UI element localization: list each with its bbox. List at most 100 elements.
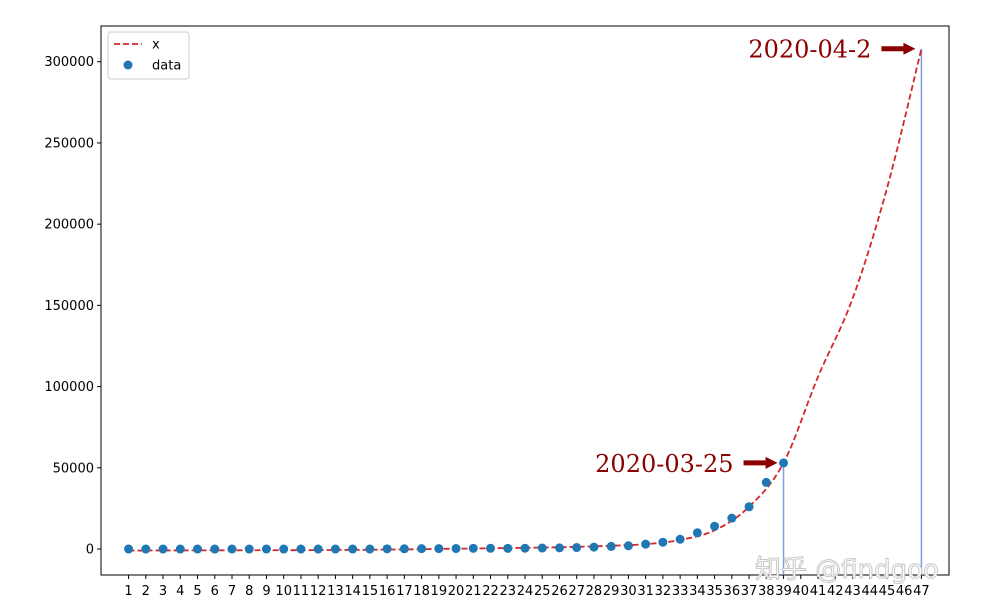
data-point xyxy=(486,543,496,553)
data-point xyxy=(520,543,530,553)
data-point xyxy=(554,543,564,553)
data-point xyxy=(365,544,375,554)
data-point xyxy=(175,544,185,554)
y-tick-label: 50000 xyxy=(53,461,94,476)
x-tick-label: 26 xyxy=(551,584,568,599)
x-tick-label: 45 xyxy=(879,584,896,599)
x-tick-label: 41 xyxy=(810,584,827,599)
data-point xyxy=(572,543,582,553)
data-point xyxy=(606,541,616,551)
x-tick-label: 14 xyxy=(344,584,361,599)
annotation-label: 2020-03-25 xyxy=(595,450,733,478)
data-point xyxy=(227,544,237,554)
data-point xyxy=(296,544,306,554)
data-point xyxy=(692,528,702,538)
x-tick-label: 4 xyxy=(176,584,184,599)
data-point xyxy=(710,521,720,531)
axes-frame xyxy=(100,25,950,576)
y-tick-label: 100000 xyxy=(44,380,94,395)
x-tick-label: 47 xyxy=(913,584,930,599)
data-point xyxy=(382,544,392,554)
data-point xyxy=(761,477,771,487)
x-tick-label: 38 xyxy=(758,584,775,599)
x-tick-label: 1 xyxy=(124,584,132,599)
legend-swatch-dot xyxy=(123,60,133,70)
data-point xyxy=(124,544,134,554)
data-point xyxy=(210,544,220,554)
data-point xyxy=(658,537,668,547)
x-tick-label: 32 xyxy=(655,584,672,599)
data-point xyxy=(623,541,633,551)
x-tick-label: 17 xyxy=(396,584,413,599)
x-tick-label: 2 xyxy=(142,584,150,599)
annotation-arrow-head xyxy=(765,456,778,469)
x-tick-label: 43 xyxy=(844,584,861,599)
data-point xyxy=(348,544,358,554)
data-point xyxy=(330,544,340,554)
y-tick-label: 300000 xyxy=(44,55,94,70)
annotation-label: 2020-04-2 xyxy=(748,36,871,64)
x-tick-label: 39 xyxy=(775,584,792,599)
x-tick-label: 36 xyxy=(724,584,741,599)
data-point xyxy=(675,534,685,544)
data-point xyxy=(503,543,513,553)
x-tick-label: 5 xyxy=(193,584,201,599)
x-tick-label: 11 xyxy=(293,584,310,599)
data-point xyxy=(261,544,271,554)
x-tick-label: 6 xyxy=(211,584,219,599)
x-tick-label: 16 xyxy=(379,584,396,599)
x-tick-label: 24 xyxy=(517,584,534,599)
x-tick-label: 27 xyxy=(568,584,585,599)
x-tick-label: 15 xyxy=(362,584,379,599)
data-point xyxy=(434,544,444,554)
x-tick-label: 25 xyxy=(534,584,551,599)
x-tick-label: 21 xyxy=(465,584,482,599)
data-point xyxy=(779,458,789,468)
y-tick-label: 200000 xyxy=(44,218,94,233)
data-point xyxy=(158,544,168,554)
data-point xyxy=(744,502,754,512)
x-tick-label: 13 xyxy=(327,584,344,599)
data-point xyxy=(417,544,427,554)
x-tick-label: 40 xyxy=(792,584,809,599)
x-tick-label: 9 xyxy=(262,584,270,599)
data-point xyxy=(193,544,203,554)
data-point xyxy=(537,543,547,553)
data-point xyxy=(468,543,478,553)
data-point xyxy=(641,539,651,549)
x-tick-label: 31 xyxy=(637,584,654,599)
x-tick-label: 20 xyxy=(448,584,465,599)
legend-label: data xyxy=(152,59,181,74)
legend-label: x xyxy=(152,38,160,53)
x-tick-label: 30 xyxy=(620,584,637,599)
y-tick-label: 0 xyxy=(86,543,94,558)
x-tick-label: 42 xyxy=(827,584,844,599)
x-tick-label: 23 xyxy=(499,584,516,599)
x-tick-label: 29 xyxy=(603,584,620,599)
data-point xyxy=(399,544,409,554)
watermark-text: 知乎 @findgoo xyxy=(755,555,939,585)
y-tick-label: 150000 xyxy=(44,299,94,314)
y-tick-label: 250000 xyxy=(44,136,94,151)
annotation-arrow-head xyxy=(903,42,916,55)
data-point xyxy=(244,544,254,554)
x-tick-label: 3 xyxy=(159,584,167,599)
x-tick-label: 7 xyxy=(228,584,236,599)
data-point xyxy=(279,544,289,554)
x-tick-label: 18 xyxy=(413,584,430,599)
x-tick-label: 46 xyxy=(896,584,913,599)
x-tick-label: 22 xyxy=(482,584,499,599)
x-tick-label: 33 xyxy=(672,584,689,599)
data-point xyxy=(727,513,737,523)
data-point xyxy=(313,544,323,554)
x-tick-label: 19 xyxy=(431,584,448,599)
data-point xyxy=(451,544,461,554)
x-tick-label: 37 xyxy=(741,584,758,599)
x-tick-label: 34 xyxy=(689,584,706,599)
data-point xyxy=(141,544,151,554)
x-tick-label: 44 xyxy=(861,584,878,599)
data-point xyxy=(589,542,599,552)
x-tick-label: 8 xyxy=(245,584,253,599)
x-tick-label: 35 xyxy=(706,584,723,599)
